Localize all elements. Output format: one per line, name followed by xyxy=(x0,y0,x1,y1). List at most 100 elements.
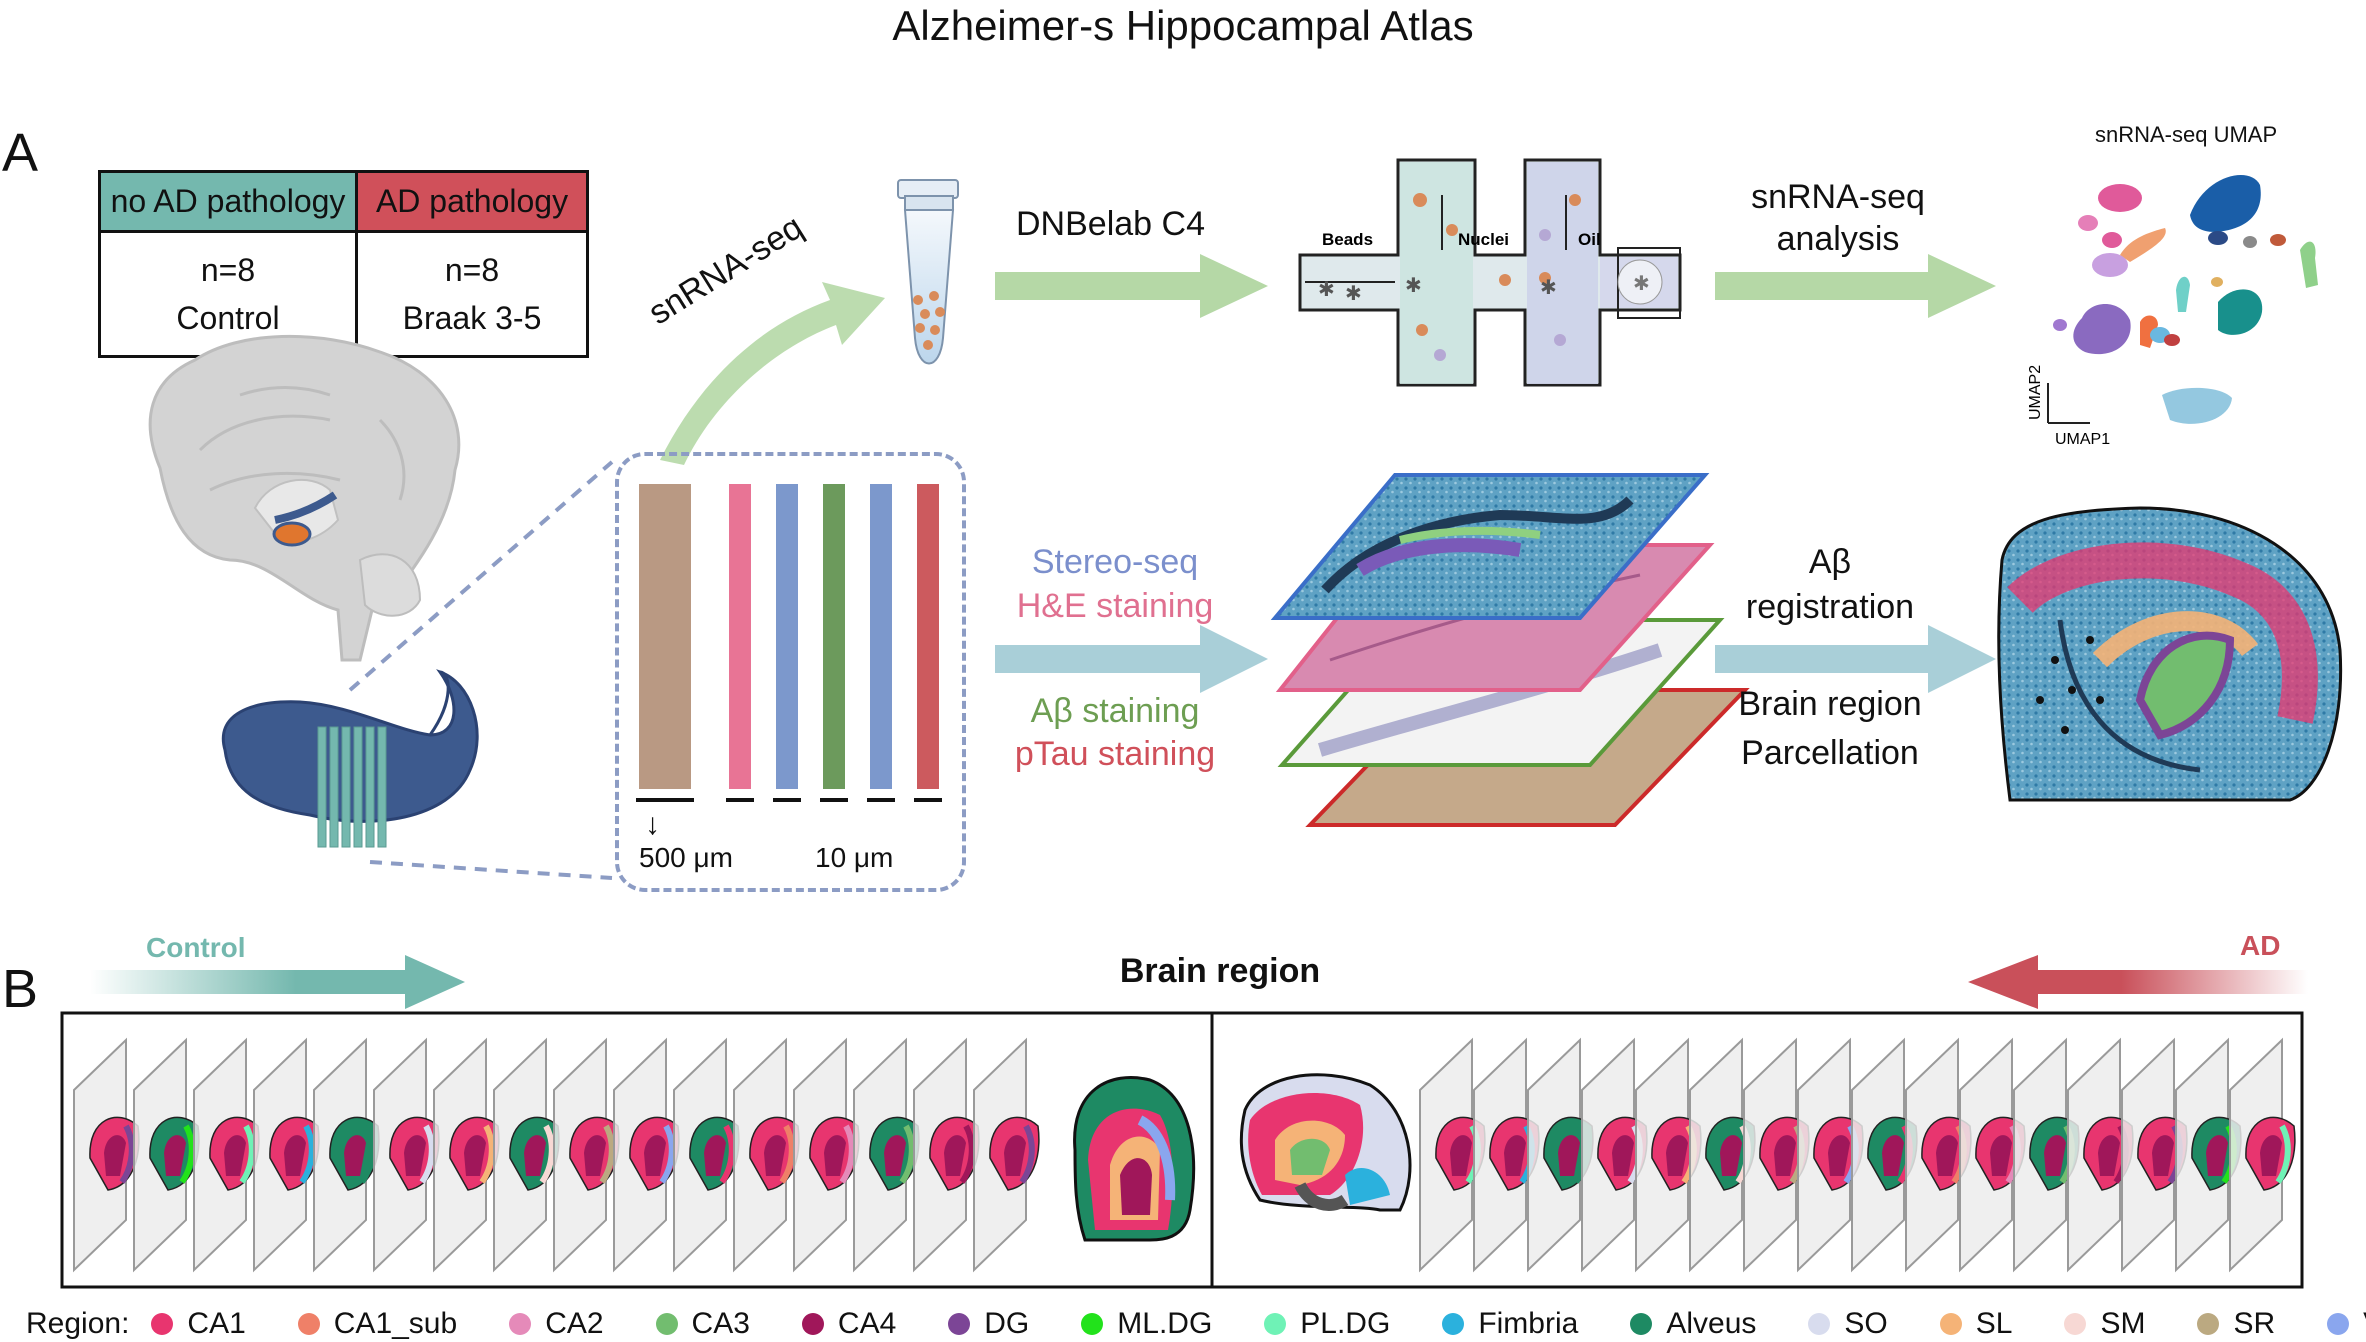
panel-letter-a: A xyxy=(2,123,39,183)
parcellation-line2: Parcellation xyxy=(1741,734,1919,772)
section-bar-thin xyxy=(917,484,939,789)
zoom-line-bottom xyxy=(369,860,613,880)
brain-slice xyxy=(253,1037,320,1273)
tissue-layer-stereo xyxy=(1270,473,1710,620)
panel-b-frame xyxy=(60,1011,2304,1289)
legend-swatch xyxy=(1630,1313,1653,1335)
ptau-staining-label: pTau staining xyxy=(1014,735,1216,773)
brain-slice xyxy=(1905,1037,1972,1273)
panel-b-title: Brain region xyxy=(1119,952,1321,990)
brain-slice xyxy=(1797,1037,1864,1273)
ad-label: Braak 3-5 xyxy=(402,300,542,336)
control-direction-label: Control xyxy=(146,932,246,963)
legend-text: CA3 xyxy=(691,1307,750,1340)
arrow-to-umap xyxy=(1715,254,1996,318)
legend-text: SM xyxy=(2100,1307,2146,1340)
brain-slice xyxy=(2229,1037,2296,1273)
legend-text: CA1 xyxy=(187,1307,246,1340)
brain-slice xyxy=(673,1037,740,1273)
representative-slice-ad xyxy=(1239,1073,1412,1212)
ad-direction-label: AD xyxy=(2240,930,2281,961)
legend-swatch xyxy=(1081,1313,1104,1335)
section-bar-thick xyxy=(639,484,691,789)
brain-slice xyxy=(553,1037,620,1273)
thickness-arrow: ↓ xyxy=(645,808,660,841)
chip-label-nuclei: Nuclei xyxy=(1458,230,1509,249)
brain-slice xyxy=(313,1037,380,1273)
snrna-curved-arrow xyxy=(660,282,885,465)
brain-slice xyxy=(133,1037,200,1273)
header-ad: AD pathology xyxy=(355,170,589,233)
brain-slice xyxy=(73,1037,140,1273)
legend-text: SO xyxy=(1844,1307,1888,1340)
legend-item-ca2: CA2 xyxy=(509,1307,604,1341)
legend-swatch xyxy=(1808,1313,1831,1335)
legend-text: SR xyxy=(2233,1307,2276,1340)
legend-item-ca4: CA4 xyxy=(801,1307,896,1341)
ad-slices xyxy=(1419,1037,2296,1273)
legend-item-ca3: CA3 xyxy=(655,1307,750,1341)
svg-text:✱: ✱ xyxy=(1540,277,1557,299)
brain-slice xyxy=(2121,1037,2188,1273)
parcellation-map xyxy=(1997,506,2343,802)
legend-text: PL.DG xyxy=(1300,1307,1391,1340)
umap-y-label: UMAP2 xyxy=(2027,365,2044,420)
registration-line2: registration xyxy=(1745,588,1915,626)
brain-slice xyxy=(913,1037,980,1273)
legend-swatch xyxy=(151,1313,174,1335)
brain-slice xyxy=(373,1037,440,1273)
brain-sagittal-icon xyxy=(148,334,461,662)
legend-item-ca1: CA1 xyxy=(151,1307,246,1341)
legend-text: SL xyxy=(1975,1307,2013,1340)
brain-slice xyxy=(1581,1037,1648,1273)
legend-item-sm: SM xyxy=(2064,1307,2145,1341)
legend-item-pl-dg: PL.DG xyxy=(1264,1307,1390,1341)
control-label: Control xyxy=(176,300,280,336)
ad-gradient-arrow xyxy=(1968,955,2308,1009)
legend-swatch xyxy=(1264,1313,1287,1335)
legend-text: VES xyxy=(2363,1307,2366,1341)
section-bar-thin xyxy=(776,484,798,789)
svg-text:✱: ✱ xyxy=(1633,273,1650,295)
section-bar-underline xyxy=(773,798,801,802)
dnbelab-label: DNBelab C4 xyxy=(1016,205,1205,243)
region-legend: Region: CA1 CA1_sub CA2 CA3 CA4 DG ML.DG PL.DG F… xyxy=(26,1306,2366,1342)
arrow-to-chip xyxy=(995,254,1268,318)
legend-items: CA1 CA1_sub CA2 CA3 CA4 DG ML.DG PL.DG Fimbria Al… xyxy=(151,1307,2366,1341)
representative-slice-control xyxy=(1073,1076,1196,1242)
legend-swatch xyxy=(509,1313,532,1335)
brain-slice xyxy=(973,1037,1040,1273)
legend-swatch xyxy=(801,1313,824,1335)
header-no-ad: no AD pathology xyxy=(98,170,358,233)
svg-text:✱: ✱ xyxy=(1405,275,1422,297)
thickness-thin-label: 10 μm xyxy=(815,842,894,873)
legend-swatch xyxy=(2064,1313,2087,1335)
legend-item-ca1-sub: CA1_sub xyxy=(297,1307,457,1341)
brain-slice xyxy=(613,1037,680,1273)
legend-item-sr: SR xyxy=(2197,1307,2275,1341)
brain-slice xyxy=(1689,1037,1756,1273)
arrow-to-parcellation xyxy=(1715,625,1996,693)
legend-item-sl: SL xyxy=(1939,1307,2013,1341)
group-table: no AD pathology AD pathology n=8 Control… xyxy=(98,170,589,358)
control-gradient-arrow xyxy=(90,955,465,1009)
section-bar-underline xyxy=(820,798,848,802)
brain-slice xyxy=(1743,1037,1810,1273)
chip-label-beads: Beads xyxy=(1322,230,1373,249)
zoom-line-top xyxy=(348,460,614,692)
brain-slice xyxy=(193,1037,260,1273)
brain-slice xyxy=(493,1037,560,1273)
brain-slice xyxy=(733,1037,800,1273)
brain-slice xyxy=(793,1037,860,1273)
ad-n: n=8 xyxy=(444,252,500,288)
brain-slice xyxy=(1419,1037,1486,1273)
umap-plot xyxy=(2053,175,2318,424)
legend-item-ml-dg: ML.DG xyxy=(1081,1307,1212,1341)
legend-item-fimbria: Fimbria xyxy=(1442,1307,1578,1341)
panel-letter-b: B xyxy=(2,959,39,1019)
hippocampus-slices xyxy=(317,726,387,848)
umap-x-label: UMAP1 xyxy=(2055,431,2110,448)
legend-item-so: SO xyxy=(1808,1307,1888,1341)
chip-label-oil: Oil xyxy=(1578,230,1601,249)
